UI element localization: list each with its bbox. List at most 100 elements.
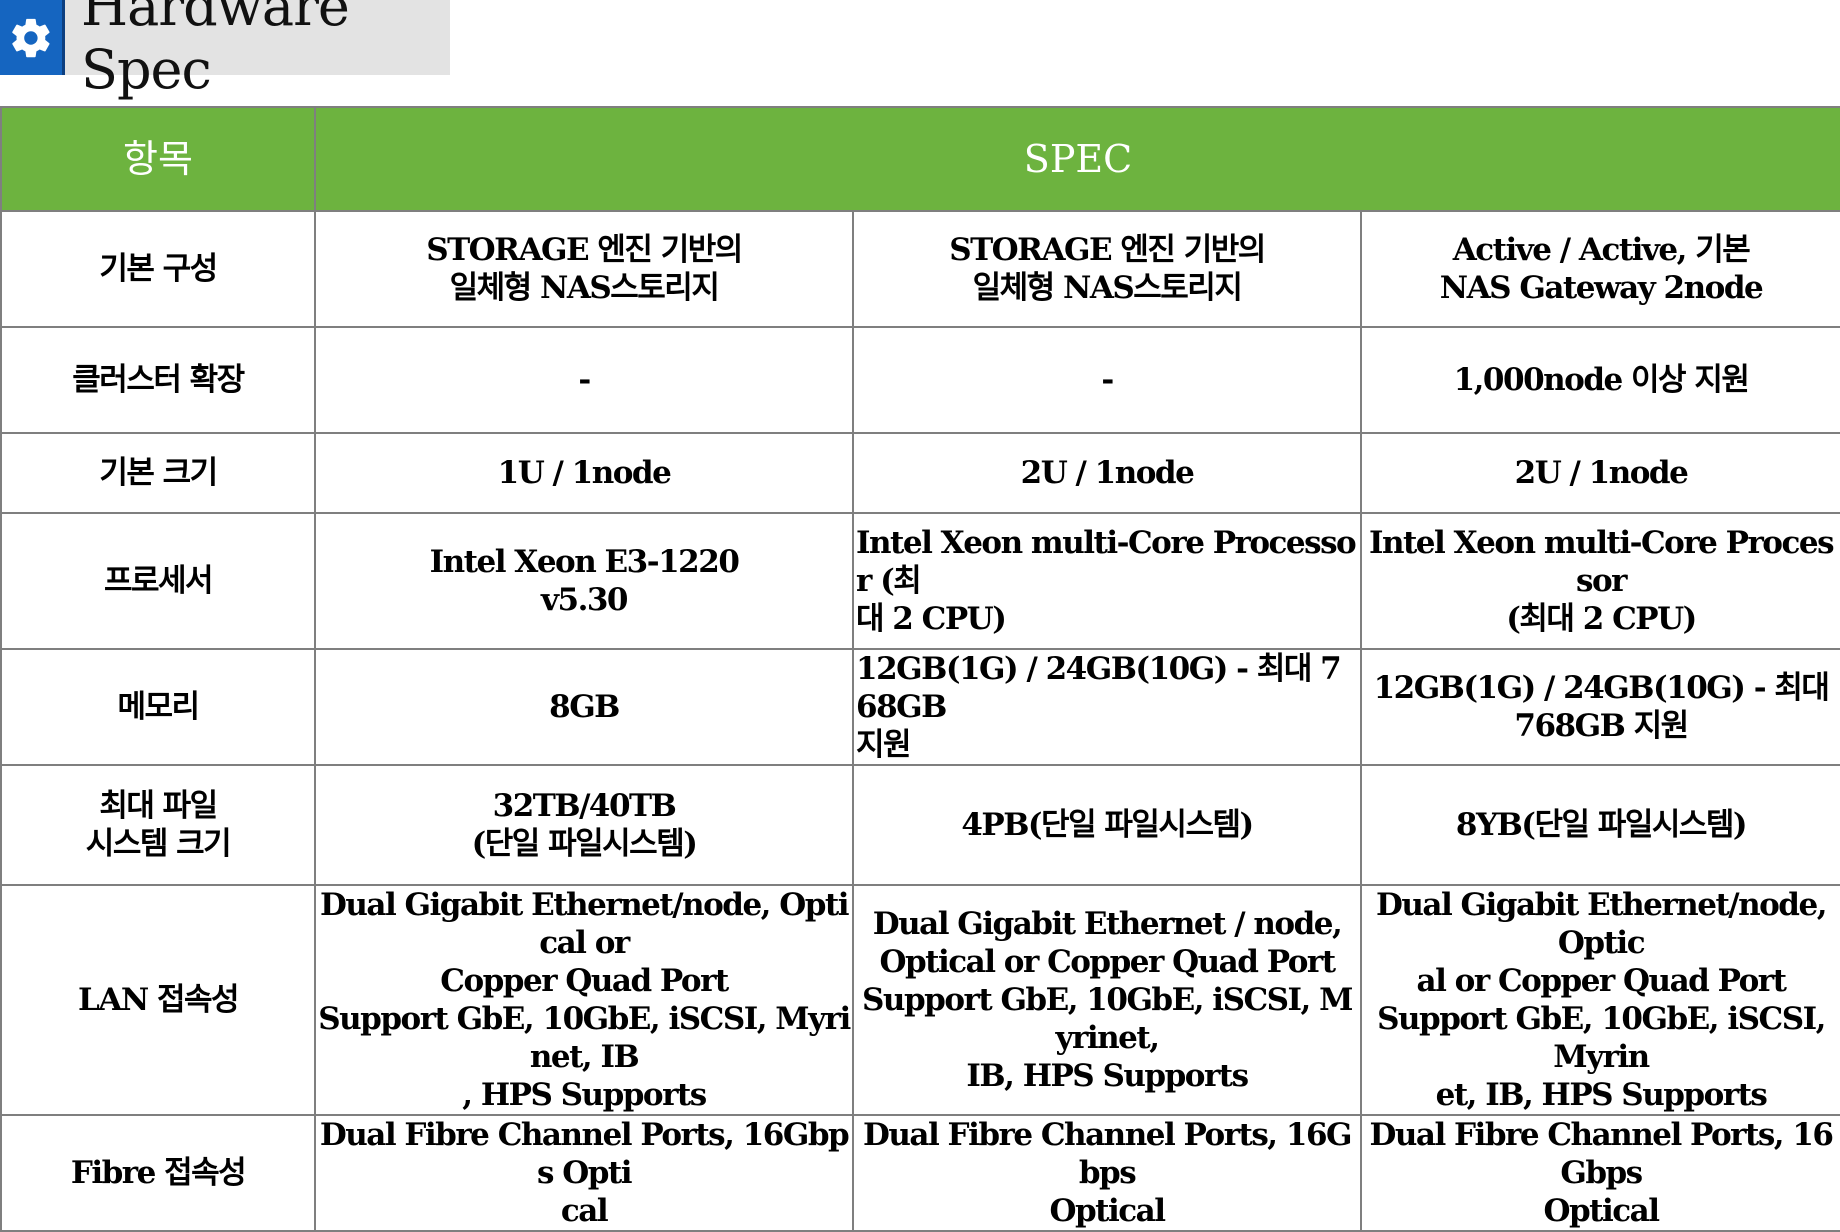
row-label-line: 메모리	[117, 689, 200, 725]
spec-cell-line: Dual Fibre Channel Ports, 16Gbps	[862, 1117, 1353, 1191]
spec-cell: 8YB(단일 파일시스템)	[1360, 764, 1840, 886]
spec-cell-line: Dual Fibre Channel Ports, 16Gbps Opti	[319, 1117, 850, 1191]
spec-cell-line: 12GB(1G) / 24GB(10G) - 최대	[1373, 670, 1830, 706]
row-label: 기본 구성	[0, 210, 316, 328]
spec-cell: -	[314, 326, 854, 434]
table-row: Fibre 접속성 Dual Fibre Channel Ports, 16Gbp…	[0, 1114, 1840, 1232]
spec-cell-line: Intel Xeon E3-1220	[429, 544, 740, 580]
row-label-line: 프로세서	[103, 563, 214, 599]
spec-cell-line: Intel Xeon multi-Core Processor (최	[856, 525, 1357, 599]
spec-cell-line: 12GB(1G) / 24GB(10G) - 최대 768GB	[856, 651, 1342, 725]
table-header-row: 항목 SPEC	[0, 106, 1840, 212]
spec-cell: Active / Active, 기본 NAS Gateway 2node	[1360, 210, 1840, 328]
spec-cell: 2U / 1node	[852, 432, 1362, 514]
spec-cell-line: 일체형 NAS스토리지	[449, 270, 720, 306]
table-row: 기본 크기 1U / 1node 2U / 1node 2U / 1node	[0, 432, 1840, 514]
spec-cell: Dual Fibre Channel Ports, 16Gbps Optical	[1360, 1114, 1840, 1232]
spec-cell: 8GB	[314, 648, 854, 766]
table-row: 메모리 8GB 12GB(1G) / 24GB(10G) - 최대 768GB 지원 1…	[0, 648, 1840, 766]
spec-cell: Intel Xeon multi-Core Processor (최 대 2 CP…	[852, 512, 1362, 650]
spec-cell-line: IB, HPS Supports	[966, 1058, 1249, 1094]
spec-cell-line: 대 2 CPU)	[856, 601, 1007, 637]
row-label-line: 최대 파일	[99, 788, 218, 824]
column-header-item: 항목	[0, 106, 316, 212]
spec-cell-line: 768GB 지원	[1514, 708, 1689, 744]
spec-cell-line: 2U / 1node	[1020, 455, 1195, 491]
table-body: 기본 구성 STORAGE 엔진 기반의 일체형 NAS스토리지 STORAGE 엔진…	[0, 210, 1840, 1232]
row-label: 최대 파일 시스템 크기	[0, 764, 316, 886]
section-title-bar: Hardware Spec	[0, 0, 450, 101]
spec-cell-line: Optical	[1049, 1193, 1166, 1229]
row-label-line: 기본 크기	[99, 455, 218, 491]
spec-cell-line: 1U / 1node	[497, 455, 672, 491]
row-label-line: 기본 구성	[99, 251, 218, 287]
table-row: 프로세서 Intel Xeon E3-1220 v5.30 Intel Xeon mu…	[0, 512, 1840, 650]
hardware-spec-table: 항목 SPEC 기본 구성 STORAGE 엔진 기반의 일체형 NAS스토리지 ST…	[0, 106, 1840, 1232]
title-icon-container	[0, 0, 65, 75]
spec-cell-line: (최대 2 CPU)	[1506, 601, 1697, 637]
spec-cell-line: Support GbE, 10GbE, iSCSI, Myrinet,	[862, 982, 1353, 1056]
spec-cell-line: Support GbE, 10GbE, iSCSI, Myrinet, IB	[318, 1001, 851, 1075]
table-row: 최대 파일 시스템 크기 32TB/40TB (단일 파일시스템) 4PB(단일 파일시…	[0, 764, 1840, 886]
spec-cell-line: STORAGE 엔진 기반의	[426, 232, 743, 268]
spec-cell-line: 일체형 NAS스토리지	[972, 270, 1243, 306]
spec-cell-line: Copper Quad Port	[440, 963, 729, 999]
spec-cell: Dual Fibre Channel Ports, 16Gbps Opti cal	[314, 1114, 854, 1232]
spec-cell: -	[852, 326, 1362, 434]
spec-cell-line: Dual Gigabit Ethernet/node, Optical or	[319, 887, 850, 961]
row-label-line: Fibre 접속성	[70, 1155, 247, 1191]
row-label: Fibre 접속성	[0, 1114, 316, 1232]
spec-cell-line: cal	[560, 1193, 609, 1229]
spec-cell-line: 4PB(단일 파일시스템)	[961, 807, 1254, 843]
spec-cell-line: 32TB/40TB	[492, 788, 677, 824]
column-header-spec: SPEC	[314, 106, 1840, 212]
row-label-line: LAN 접속성	[77, 982, 240, 1018]
spec-cell: 32TB/40TB (단일 파일시스템)	[314, 764, 854, 886]
spec-cell-line: -	[1101, 362, 1114, 398]
spec-cell: Dual Gigabit Ethernet / node, Optical or …	[852, 884, 1362, 1116]
spec-cell-line: 지원	[856, 727, 912, 763]
spec-cell: 4PB(단일 파일시스템)	[852, 764, 1362, 886]
spec-cell-line: 8GB	[549, 689, 620, 725]
row-label-line: 클러스터 확장	[72, 362, 245, 398]
table-row: LAN 접속성 Dual Gigabit Ethernet/node, Optic…	[0, 884, 1840, 1116]
row-label: 프로세서	[0, 512, 316, 650]
spec-cell: Dual Gigabit Ethernet/node, Optic al or C…	[1360, 884, 1840, 1116]
spec-cell-line: (단일 파일시스템)	[471, 826, 698, 862]
spec-cell: Dual Gigabit Ethernet/node, Optical or Co…	[314, 884, 854, 1116]
row-label: 클러스터 확장	[0, 326, 316, 434]
row-label: LAN 접속성	[0, 884, 316, 1116]
spec-cell-line: Dual Fibre Channel Ports, 16Gbps	[1369, 1117, 1834, 1191]
spec-cell: 1,000node 이상 지원	[1360, 326, 1840, 434]
row-label: 메모리	[0, 648, 316, 766]
spec-cell: 1U / 1node	[314, 432, 854, 514]
spec-cell: 12GB(1G) / 24GB(10G) - 최대 768GB 지원	[852, 648, 1362, 766]
spec-cell-line: Intel Xeon multi-Core Processor	[1368, 525, 1835, 599]
spec-cell-line: Support GbE, 10GbE, iSCSI, Myrin	[1377, 1001, 1826, 1075]
spec-cell: STORAGE 엔진 기반의 일체형 NAS스토리지	[314, 210, 854, 328]
spec-cell-line: et, IB, HPS Supports	[1435, 1077, 1768, 1113]
spec-cell: Intel Xeon E3-1220 v5.30	[314, 512, 854, 650]
spec-cell: Dual Fibre Channel Ports, 16Gbps Optical	[852, 1114, 1362, 1232]
table-row: 클러스터 확장 - - 1,000node 이상 지원	[0, 326, 1840, 434]
spec-cell-line: NAS Gateway 2node	[1439, 270, 1764, 306]
spec-cell-line: 2U / 1node	[1514, 455, 1689, 491]
table-row: 기본 구성 STORAGE 엔진 기반의 일체형 NAS스토리지 STORAGE 엔진…	[0, 210, 1840, 328]
spec-cell-line: -	[578, 362, 591, 398]
row-label: 기본 크기	[0, 432, 316, 514]
page-title: Hardware Spec	[65, 0, 450, 101]
spec-cell: STORAGE 엔진 기반의 일체형 NAS스토리지	[852, 210, 1362, 328]
spec-cell-line: Dual Gigabit Ethernet / node,	[872, 906, 1343, 942]
spec-cell-line: Optical	[1543, 1193, 1660, 1229]
spec-cell-line: , HPS Supports	[462, 1077, 707, 1113]
gear-icon	[12, 18, 50, 57]
spec-cell: Intel Xeon multi-Core Processor (최대 2 CPU…	[1360, 512, 1840, 650]
spec-cell-line: al or Copper Quad Port	[1416, 963, 1787, 999]
row-label-line: 시스템 크기	[85, 826, 232, 862]
spec-cell: 2U / 1node	[1360, 432, 1840, 514]
spec-cell-line: Optical or Copper Quad Port	[879, 944, 1336, 980]
spec-cell-line: v5.30	[540, 582, 629, 618]
spec-cell-line: Active / Active, 기본	[1452, 232, 1751, 268]
spec-cell-line: 1,000node 이상 지원	[1453, 362, 1750, 398]
spec-cell: 12GB(1G) / 24GB(10G) - 최대 768GB 지원	[1360, 648, 1840, 766]
